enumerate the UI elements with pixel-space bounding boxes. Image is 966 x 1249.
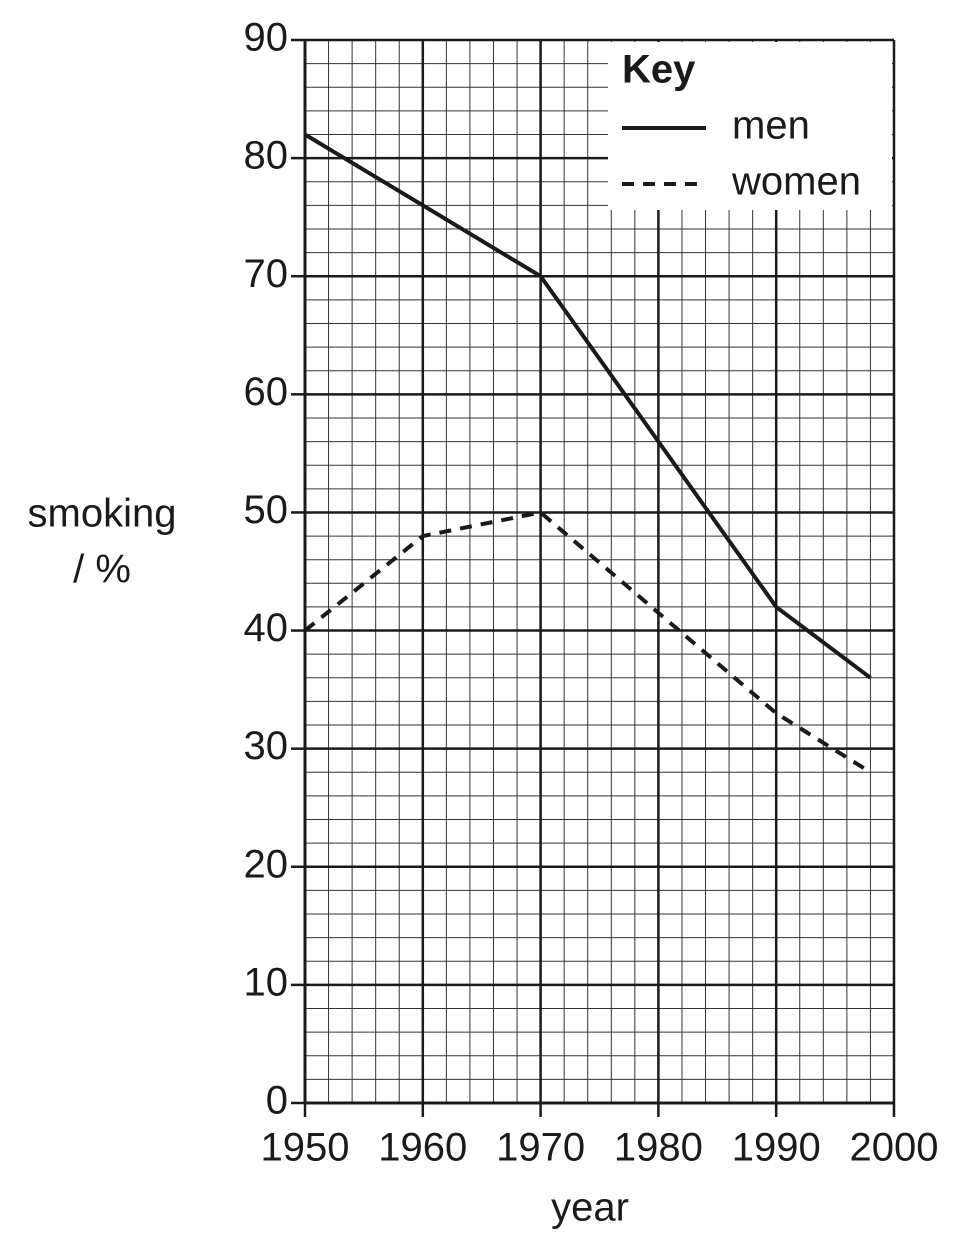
y-tick-label: 70 — [244, 252, 289, 296]
y-tick-label: 20 — [244, 842, 289, 886]
y-tick-label: 60 — [244, 370, 289, 414]
y-axis-label: smoking — [28, 492, 177, 536]
x-tick-label: 1980 — [614, 1126, 703, 1170]
x-tick-label: 1970 — [496, 1126, 585, 1170]
data-line — [303, 132, 872, 680]
x-tick-label: 1950 — [261, 1126, 350, 1170]
legend-label: women — [731, 160, 861, 204]
y-tick-label: 50 — [244, 488, 289, 532]
y-tick-label: 40 — [244, 606, 289, 650]
y-axis-label: / % — [73, 548, 131, 592]
x-tick-label: 1990 — [732, 1126, 821, 1170]
x-tick-label: 2000 — [850, 1126, 939, 1170]
y-tick-label: 30 — [244, 724, 289, 768]
y-tick-label: 80 — [244, 134, 289, 178]
legend-label: men — [732, 104, 810, 148]
y-tick-label: 90 — [244, 16, 289, 60]
x-axis-label: year — [551, 1186, 629, 1230]
legend-title: Key — [622, 48, 696, 92]
y-tick-label: 10 — [244, 960, 289, 1004]
y-tick-label: 0 — [266, 1079, 288, 1123]
x-tick-label: 1960 — [378, 1126, 467, 1170]
data-line — [303, 510, 872, 774]
